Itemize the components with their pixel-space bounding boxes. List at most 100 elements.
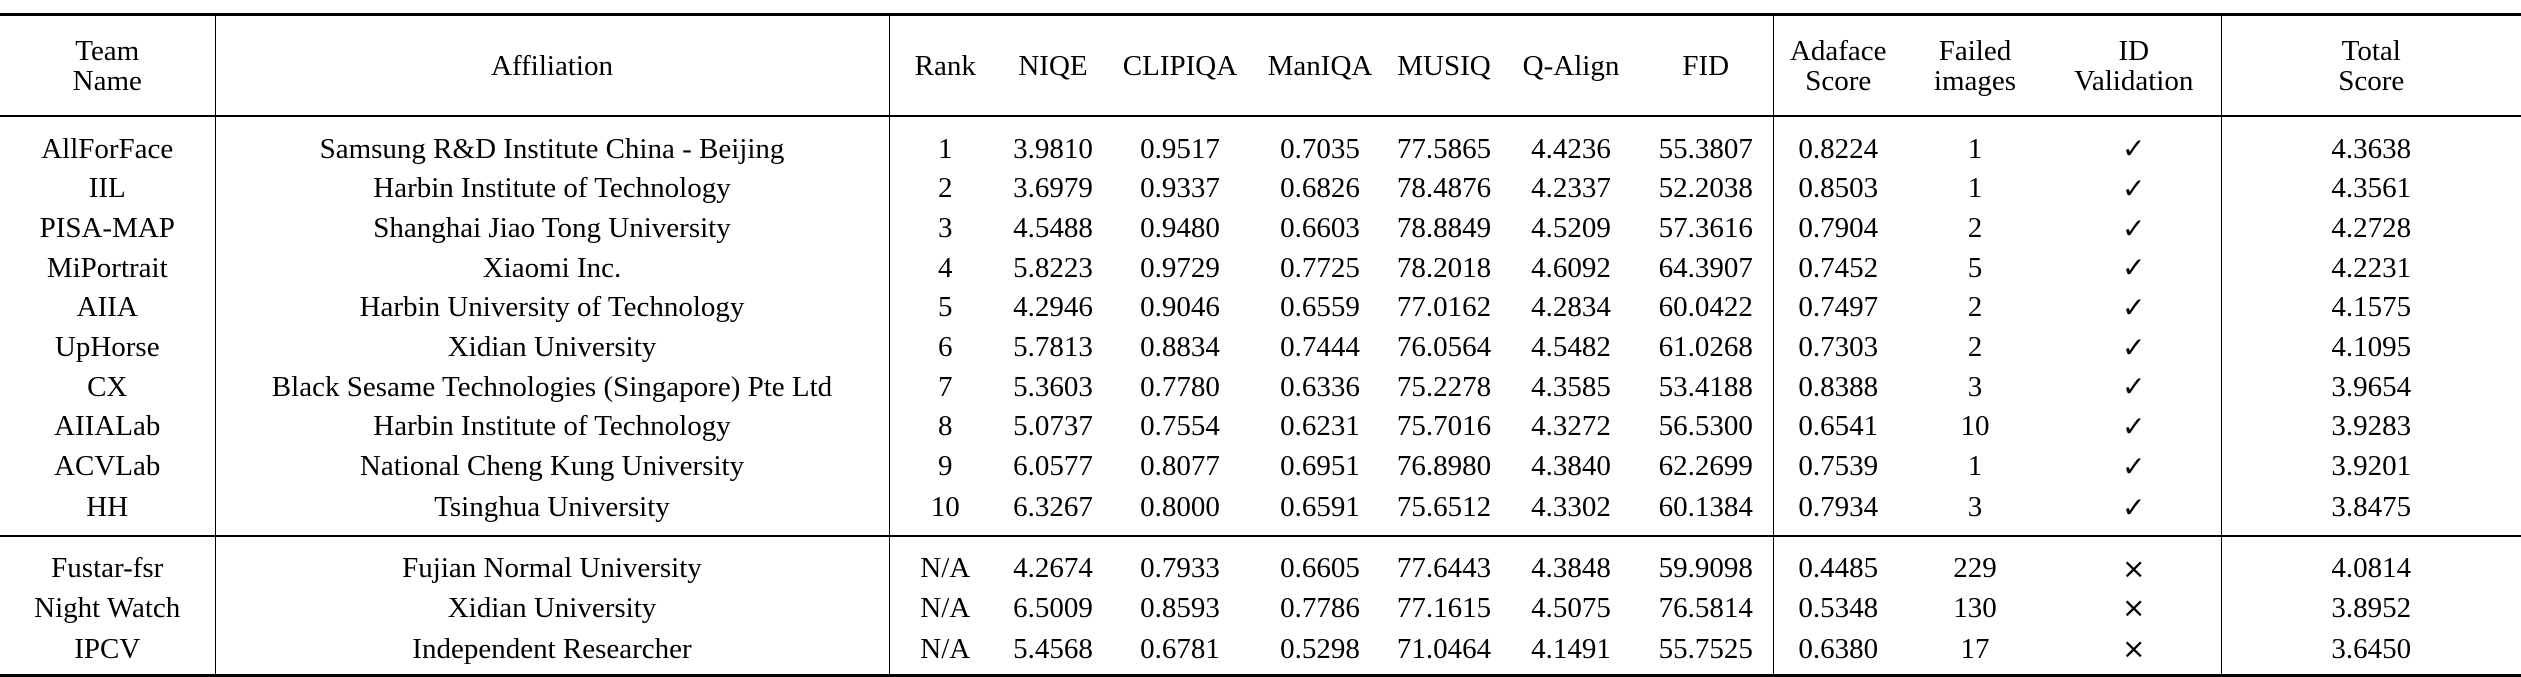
table-row: AllForFace Samsung R&D Institute China - … [0, 116, 2521, 169]
rank-cell: N/A [889, 534, 1001, 589]
clipiqa-cell: 0.7554 [1140, 410, 1220, 443]
failed-images-cell: 1 [1967, 172, 1983, 205]
clipiqa-cell: 0.8077 [1140, 450, 1220, 483]
niqe-cell: 6.0577 [1013, 450, 1093, 483]
maniqa-cell: 0.6826 [1280, 172, 1360, 205]
niqe-cell: 5.4568 [1013, 632, 1093, 665]
rank-cell: 1 [938, 132, 953, 165]
affiliation-cell: Shanghai Jiao Tong University [215, 208, 890, 249]
q-align-cell: 4.3848 [1503, 534, 1639, 589]
musiq-cell: 77.5865 [1396, 132, 1492, 165]
header-line: Rank [914, 49, 976, 82]
q-align-cell: 4.3585 [1531, 370, 1611, 403]
adaface-score-cell: 0.8224 [1798, 132, 1879, 165]
maniqa-cell: 0.6951 [1280, 450, 1360, 483]
clipiqa-cell: 0.9480 [1140, 212, 1220, 245]
team-name-cell: CX [0, 367, 216, 408]
musiq-cell: 77.6443 [1385, 534, 1503, 589]
q-align-cell: 4.2834 [1531, 291, 1611, 324]
total-score-cell: 4.1095 [2331, 331, 2412, 364]
header-niqe: NIQE [1001, 14, 1105, 117]
id-validation-cell: ✓ [2047, 367, 2222, 408]
id-validation-cell: ✓ [2047, 116, 2222, 169]
fid-cell: 61.0268 [1639, 327, 1774, 368]
id-validation-cell: ✓ [2047, 486, 2222, 536]
id-validation-cell: × [2047, 588, 2222, 629]
musiq-cell: 77.1615 [1396, 591, 1492, 624]
musiq-cell: 78.8849 [1396, 212, 1492, 245]
failed-images-cell: 3 [1967, 491, 1983, 523]
niqe-cell: 3.6979 [1013, 172, 1093, 205]
adaface-score-cell: 0.7303 [1798, 331, 1879, 364]
unranked-teams: Fustar-fsr Fujian Normal University N/A 4.2… [0, 534, 2521, 676]
affiliation-cell: Harbin University of Technology [215, 288, 890, 328]
rank-cell: 6 [938, 331, 953, 364]
header-musiq: MUSIQ [1385, 14, 1503, 117]
adaface-score-cell: 0.6380 [1798, 632, 1879, 665]
affiliation-cell: Independent Researcher [215, 628, 890, 676]
q-align-cell: 4.3840 [1531, 450, 1611, 483]
niqe-cell: 6.5009 [1013, 591, 1093, 624]
total-score-cell: 4.2728 [2331, 212, 2412, 245]
maniqa-cell: 0.6605 [1255, 534, 1385, 589]
total-score-cell: 4.1575 [2331, 291, 2412, 324]
team-name-cell: AIIA [0, 288, 216, 328]
q-align-cell: 4.1491 [1531, 632, 1611, 665]
fid-cell: 62.2699 [1639, 446, 1774, 487]
header-line: MUSIQ [1397, 49, 1491, 82]
adaface-score-cell: 0.8388 [1798, 370, 1879, 403]
niqe-cell: 4.5488 [1013, 212, 1093, 245]
fid-cell: 60.1384 [1639, 486, 1774, 536]
maniqa-cell: 0.7725 [1280, 251, 1360, 284]
fid-cell: 56.5300 [1639, 407, 1774, 447]
musiq-cell: 75.6512 [1396, 491, 1492, 523]
niqe-cell: 3.9810 [1013, 132, 1093, 165]
failed-images-cell: 2 [1967, 291, 1983, 324]
fid-cell: 53.4188 [1639, 367, 1774, 408]
niqe-cell: 5.3603 [1013, 370, 1093, 403]
failed-images-cell: 5 [1967, 251, 1983, 284]
affiliation-cell: Xiaomi Inc. [215, 248, 890, 289]
q-align-cell: 4.2337 [1531, 172, 1611, 205]
id-validation-cell: ✓ [2047, 407, 2222, 447]
header-clipiqa: CLIPIQA [1105, 14, 1255, 117]
clipiqa-cell: 0.6781 [1140, 632, 1220, 665]
fid-cell: 52.2038 [1639, 169, 1774, 209]
header-affiliation: Affiliation [215, 14, 890, 117]
fid-cell: 60.0422 [1639, 288, 1774, 328]
musiq-cell: 76.0564 [1396, 331, 1492, 364]
header-line: Total [2341, 34, 2401, 67]
header-maniqa: ManIQA [1255, 14, 1385, 117]
clipiqa-cell: 0.8593 [1140, 591, 1220, 624]
header-fid: FID [1639, 14, 1774, 117]
team-name-cell: AllForFace [0, 116, 216, 169]
musiq-cell: 78.4876 [1396, 172, 1492, 205]
table-header: Team Name Affiliation Rank NIQE CLIPIQA ManIQA… [0, 14, 2521, 117]
clipiqa-cell: 0.9046 [1140, 291, 1220, 324]
table-row: AIIA Harbin University of Technology 5 4.29… [0, 288, 2521, 328]
header-line: Adaface [1789, 34, 1887, 67]
q-align-cell: 4.5075 [1531, 591, 1611, 624]
adaface-score-cell: 0.7934 [1798, 491, 1879, 523]
failed-images-cell: 229 [1903, 534, 2047, 589]
table-row: MiPortrait Xiaomi Inc. 4 5.8223 0.9729 0.7725… [0, 248, 2521, 289]
clipiqa-cell: 0.7933 [1105, 534, 1255, 589]
header-line: ID [2118, 34, 2150, 67]
team-name-cell: IIL [0, 169, 216, 209]
header-line: ManIQA [1267, 49, 1373, 82]
clipiqa-cell: 0.7780 [1140, 370, 1220, 403]
q-align-cell: 4.3272 [1531, 410, 1611, 443]
table-row: Night Watch Xidian University N/A 6.5009 0.8… [0, 588, 2521, 629]
niqe-cell: 4.2674 [1001, 534, 1105, 589]
rank-cell: 10 [930, 491, 960, 523]
table-row: Fustar-fsr Fujian Normal University N/A 4.2… [0, 534, 2521, 589]
q-align-cell: 4.6092 [1531, 251, 1611, 284]
fid-cell: 55.3807 [1639, 116, 1774, 169]
affiliation-cell: National Cheng Kung University [215, 446, 890, 487]
adaface-score-cell: 0.8503 [1798, 172, 1879, 205]
failed-images-cell: 130 [1953, 591, 1997, 624]
id-validation-cell: × [2047, 534, 2222, 589]
table-row: CX Black Sesame Technologies (Singapore) … [0, 367, 2521, 408]
team-name-cell: PISA-MAP [0, 208, 216, 249]
header-total-score: Total Score [2221, 14, 2521, 117]
